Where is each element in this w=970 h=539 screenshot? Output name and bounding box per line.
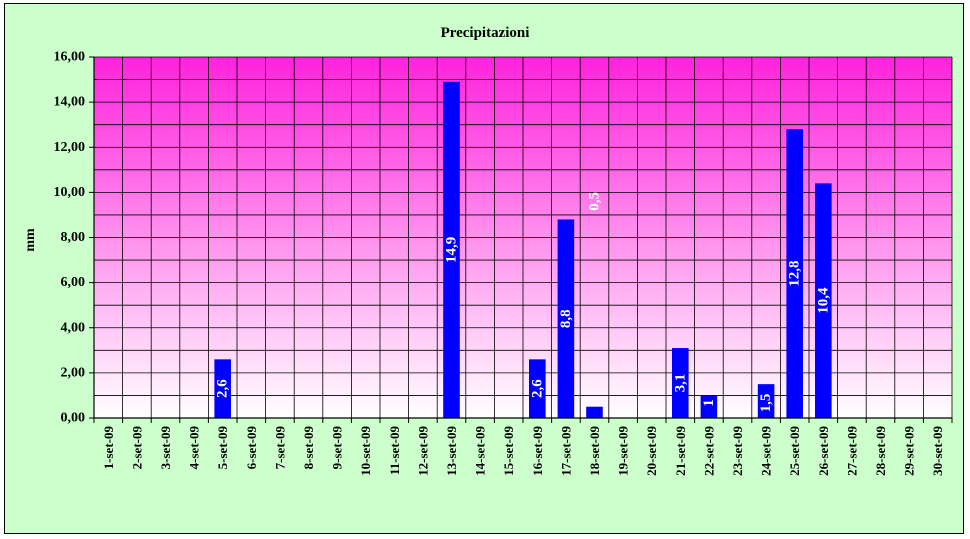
x-tick-label: 30-set-09	[930, 426, 945, 476]
x-tick-label: 21-set-09	[673, 426, 688, 476]
chart-frame: Precipitazioni mm 2,6 14,9 2,6 8,8 0,5 3,1 1 1,…	[4, 3, 964, 534]
x-tick-label: 5-set-09	[215, 426, 230, 470]
y-tick-label: 14,00	[54, 95, 86, 110]
bar	[557, 219, 575, 418]
x-tick-label: 8-set-09	[301, 426, 316, 470]
x-tick-label: 22-set-09	[701, 426, 716, 476]
x-tick-label: 1-set-09	[101, 426, 116, 470]
x-tick-label: 3-set-09	[158, 426, 173, 470]
x-tick-label: 19-set-09	[616, 426, 631, 476]
y-tick-label: 12,00	[54, 140, 86, 155]
x-tick-label: 13-set-09	[444, 426, 459, 476]
y-tick-label: 16,00	[54, 50, 86, 65]
bar	[443, 81, 460, 418]
bar	[786, 129, 803, 418]
labels: 2,6 14,9 2,6 8,8 0,5 3,1 1 1,5 12,8 10,4 0,00 2,00 4…	[54, 50, 946, 476]
x-tick-label: 24-set-09	[759, 426, 774, 476]
x-tick-label: 16-set-09	[530, 426, 545, 476]
x-tick-label: 17-set-09	[558, 426, 573, 476]
x-tick-label: 4-set-09	[187, 426, 202, 470]
x-tick-label: 9-set-09	[330, 426, 345, 470]
y-tick-label: 6,00	[61, 275, 86, 290]
x-tick-label: 7-set-09	[272, 426, 287, 470]
y-tick-label: 2,00	[61, 365, 86, 380]
data-label: 12,8	[787, 260, 803, 286]
bar	[214, 359, 231, 418]
x-tick-label: 10-set-09	[358, 426, 373, 476]
x-tick-label: 29-set-09	[902, 426, 917, 476]
data-label: 10,4	[815, 287, 831, 314]
x-tick-label: 11-set-09	[387, 426, 402, 476]
x-tick-label: 26-set-09	[816, 426, 831, 476]
x-tick-label: 25-set-09	[787, 426, 802, 476]
data-label: 8,8	[558, 309, 574, 328]
y-tick-label: 10,00	[54, 185, 86, 200]
x-tick-label: 20-set-09	[644, 426, 659, 476]
data-label: 1,5	[758, 394, 774, 413]
y-tick-label: 0,00	[61, 411, 86, 426]
bars	[214, 81, 832, 418]
bar	[529, 359, 546, 418]
y-tick-label: 8,00	[61, 230, 86, 245]
x-tick-label: 27-set-09	[844, 426, 859, 476]
chart-title: Precipitazioni	[441, 25, 530, 41]
data-label: 14,9	[444, 237, 460, 263]
x-tick-label: 2-set-09	[129, 426, 144, 470]
bar	[672, 348, 689, 418]
x-tick-label: 23-set-09	[730, 426, 745, 476]
bar	[757, 384, 775, 418]
precipitation-chart: Precipitazioni mm 2,6 14,9 2,6 8,8 0,5 3,1 1 1,…	[23, 25, 953, 476]
data-label: 2,6	[529, 379, 545, 398]
data-label: 1	[701, 399, 717, 407]
bar	[815, 183, 832, 418]
data-label: 0,5	[587, 192, 603, 211]
grid-lines	[93, 56, 953, 419]
y-tick-label: 4,00	[61, 320, 86, 335]
x-tick-label: 12-set-09	[415, 426, 430, 476]
x-tick-label: 18-set-09	[587, 426, 602, 476]
axes	[89, 56, 953, 423]
x-tick-label: 15-set-09	[501, 426, 516, 476]
x-tick-label: 6-set-09	[244, 426, 259, 470]
x-tick-label: 28-set-09	[873, 426, 888, 476]
data-label: 3,1	[672, 374, 688, 393]
bar	[700, 395, 718, 418]
bar	[586, 406, 603, 418]
x-tick-label: 14-set-09	[473, 426, 488, 476]
y-axis-label: mm	[23, 228, 38, 252]
data-label: 2,6	[215, 379, 231, 398]
